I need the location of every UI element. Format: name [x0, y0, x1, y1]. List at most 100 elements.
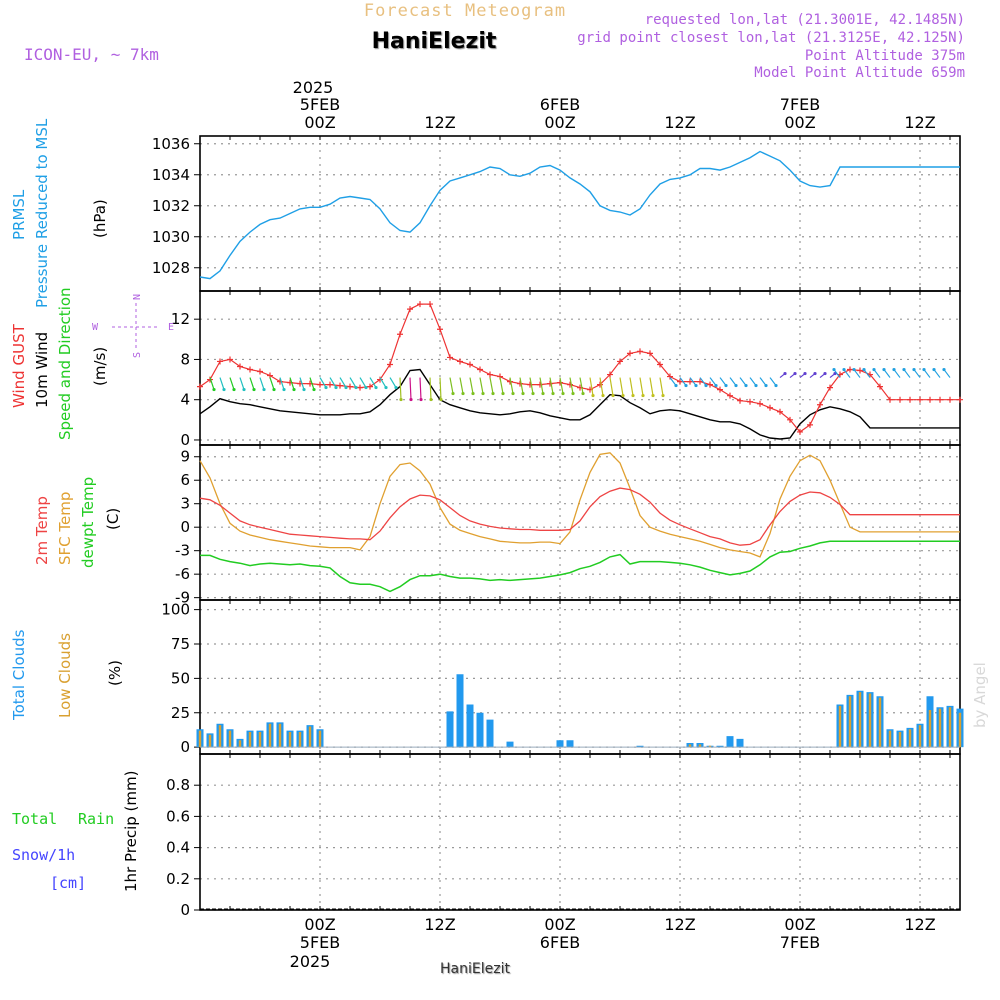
wind-arrow-head: [451, 391, 455, 396]
low-cloud-bar: [848, 696, 852, 748]
top-hour-label: 12Z: [904, 113, 935, 132]
gust-marker: [517, 380, 523, 387]
gust-marker: [427, 301, 433, 308]
total-cloud-bar: [636, 745, 644, 748]
wind-arrow: [439, 377, 442, 400]
total-cloud-bar: [566, 740, 574, 748]
low-cloud-bar: [838, 705, 842, 748]
wind-arrow: [709, 377, 717, 386]
wind-arrow: [943, 369, 951, 378]
sfc-temp-line: [199, 452, 960, 558]
gust-marker: [737, 397, 743, 404]
low-cloud-bar: [318, 730, 322, 748]
gust-marker: [357, 384, 363, 391]
gust-line: [199, 303, 960, 433]
gust-marker: [677, 378, 683, 385]
top-hour-label: 00Z: [304, 113, 335, 132]
wind-arrow: [579, 377, 584, 394]
low-cloud-bar: [278, 723, 282, 748]
gust-marker: [237, 363, 243, 370]
wind-arrow-head: [302, 387, 306, 392]
gust-marker: [217, 358, 223, 365]
wind-arrow-head: [364, 385, 368, 390]
gust-marker: [827, 384, 833, 391]
low-cloud-bar: [208, 734, 212, 748]
gust-marker: [367, 383, 373, 390]
wind-arrow: [679, 377, 687, 386]
wind-arrow-head: [272, 387, 276, 392]
gust-marker: [787, 416, 793, 423]
panel-3: -9 -6 -3 0 3 6 9: [175, 444, 961, 607]
gust-marker: [887, 396, 893, 403]
wind-arrow: [609, 377, 614, 396]
wind-arrow-head: [374, 385, 378, 390]
wind-arrow-head: [501, 391, 505, 396]
gust-marker: [257, 368, 263, 375]
wind-arrow: [853, 369, 861, 378]
gust-marker: [757, 400, 763, 407]
gust-marker: [227, 356, 233, 363]
wind-arrow: [389, 377, 397, 388]
y-tick-label: 0: [180, 431, 190, 449]
low-cloud-bar: [258, 732, 262, 748]
low-cloud-bar: [308, 726, 312, 748]
gust-marker: [927, 396, 933, 403]
panel-frame: [199, 753, 961, 911]
wind-arrow: [469, 377, 474, 394]
wind-arrow-head: [292, 387, 296, 392]
wind-arrow-head: [354, 385, 358, 390]
point-altitude: Point Altitude 375m: [805, 48, 965, 64]
gust-marker: [407, 306, 413, 313]
gust-marker: [657, 361, 663, 368]
compass-rose: W E N S: [92, 294, 174, 358]
wind-dir-label: Speed and Direction: [56, 287, 74, 440]
gust-marker: [877, 383, 883, 390]
wind-arrow-head: [744, 383, 748, 388]
wind-arrow-head: [222, 387, 226, 392]
wind-arrow-head: [409, 397, 413, 402]
y-tick-label: 0.4: [166, 839, 190, 857]
wind-arrow: [529, 377, 534, 394]
low-cloud-bar: [288, 732, 292, 748]
wind-arrow-head: [312, 387, 316, 392]
wind-arrow-head: [774, 383, 778, 388]
panel-2: 0 4 8 12: [171, 290, 961, 449]
wind-arrow: [843, 369, 851, 378]
compass-east: E: [168, 322, 174, 333]
bottom-hour-label: 00Z: [784, 915, 815, 934]
wind-arrow: [209, 377, 215, 390]
low-cloud-bar: [218, 725, 222, 748]
wind-arrow: [459, 377, 464, 394]
precip-total-label: Total: [12, 810, 57, 828]
wind-arrow: [399, 377, 402, 400]
wind-arrow-head: [581, 391, 585, 396]
gust-marker: [607, 371, 613, 378]
bottom-hour-label: 12Z: [424, 915, 455, 934]
gust-marker: [337, 382, 343, 389]
wind-arrow: [229, 377, 235, 390]
wind-arrow-head: [922, 367, 926, 372]
precip-cm-label: [cm]: [50, 874, 86, 892]
wind-arrow: [359, 377, 367, 388]
low-cloud-bar: [298, 732, 302, 748]
panel-1: 1028 1030 1032 1034 1036: [152, 135, 961, 292]
gust-marker: [547, 380, 553, 387]
wind-arrow-head: [471, 391, 475, 396]
bottom-hour-labels: 00Z 12Z 00Z 12Z 00Z 12Z: [304, 915, 935, 934]
t2m-label: 2m Temp: [33, 496, 51, 565]
bottom-hour-label: 12Z: [664, 915, 695, 934]
gust-marker: [847, 366, 853, 373]
gust-marker: [317, 381, 323, 388]
wind-arrow: [369, 377, 377, 388]
wind-arrow: [509, 377, 514, 394]
wind-arrow: [719, 377, 727, 386]
gust-marker: [807, 421, 813, 428]
top-date-label: 6FEB: [540, 95, 580, 114]
y-tick-label: 0: [180, 901, 190, 919]
gust-marker: [347, 383, 353, 390]
y-tick-label: 0: [180, 738, 190, 756]
wind-arrow-head: [754, 383, 758, 388]
wind-arrow: [689, 377, 697, 386]
wind-arrow-head: [734, 383, 738, 388]
